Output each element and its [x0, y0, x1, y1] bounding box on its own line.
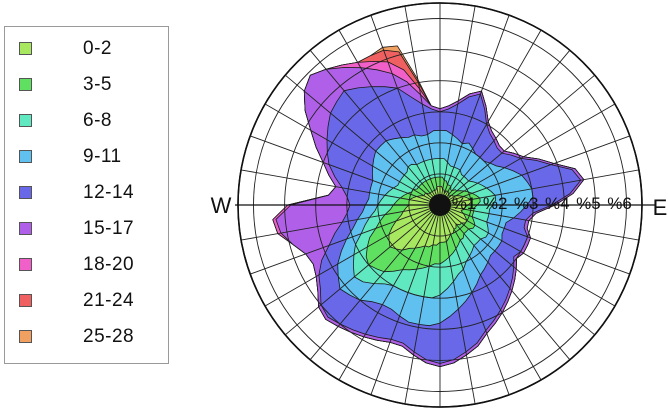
- grid-spoke: [241, 205, 433, 241]
- grid-spoke: [338, 29, 437, 199]
- ring-label: %3: [514, 194, 539, 213]
- grid-spoke: [264, 208, 434, 307]
- legend-label: 6-8: [83, 110, 112, 131]
- grid-spoke: [443, 29, 542, 199]
- legend-item: 18-20: [19, 253, 159, 277]
- compass-label-east: E: [653, 195, 668, 220]
- legend-label: 0-2: [83, 38, 112, 59]
- ring-label: %6: [607, 194, 632, 213]
- legend-label: 21-24: [83, 290, 135, 311]
- grid-spoke: [285, 209, 435, 336]
- legend-item: 6-8: [19, 109, 159, 133]
- legend-item: 15-17: [19, 217, 159, 241]
- grid-spoke: [447, 205, 639, 241]
- grid-spoke: [443, 211, 542, 381]
- legend-swatch: [19, 186, 32, 199]
- legend-label: 15-17: [83, 218, 135, 239]
- ring-labels: %1 %2 %3 %4 %5 %6: [452, 194, 632, 213]
- grid-spoke: [309, 210, 436, 360]
- legend-swatch: [19, 42, 32, 55]
- grid-spoke: [447, 207, 630, 275]
- ring-label: %4: [545, 194, 570, 213]
- grid-spoke: [440, 6, 476, 198]
- compass-label-west: W: [211, 193, 232, 218]
- grid-spoke: [440, 212, 476, 404]
- legend-item: 25-28: [19, 325, 159, 349]
- grid-spoke: [446, 208, 616, 307]
- legend-swatch: [19, 330, 32, 343]
- ring-label: %1: [452, 194, 477, 213]
- ring-label: %2: [483, 194, 508, 213]
- legend-swatch: [19, 294, 32, 307]
- grid-spoke: [309, 50, 436, 200]
- grid-spoke: [442, 15, 510, 198]
- grid-spoke: [404, 212, 440, 404]
- legend-label: 12-14: [83, 182, 135, 203]
- center-hub: [429, 194, 451, 216]
- legend-label: 9-11: [83, 146, 122, 167]
- grid-spoke: [447, 135, 630, 203]
- grid-spoke: [370, 15, 438, 198]
- ring-label: %5: [576, 194, 601, 213]
- legend-item: 9-11: [19, 145, 159, 169]
- legend-swatch: [19, 258, 32, 271]
- grid-spoke: [447, 169, 639, 205]
- polar-grid: [235, 2, 656, 408]
- grid-spoke: [444, 50, 571, 200]
- legend-item: 0-2: [19, 37, 159, 61]
- legend-swatch: [19, 150, 32, 163]
- grid-spoke: [250, 207, 433, 275]
- legend-item: 3-5: [19, 73, 159, 97]
- legend-label: 25-28: [83, 326, 135, 347]
- grid-spoke: [241, 169, 433, 205]
- grid-spoke: [444, 210, 571, 360]
- speed-class-areas: [272, 45, 585, 368]
- grid-spoke: [445, 74, 595, 201]
- legend-swatch: [19, 222, 32, 235]
- grid-spoke: [285, 74, 435, 201]
- legend-label: 3-5: [83, 74, 112, 95]
- grid-spoke: [338, 211, 437, 381]
- wind-rose-chart: %1 %2 %3 %4 %5 %6 W E: [211, 2, 668, 408]
- grid-spoke: [250, 135, 433, 203]
- legend: 0-2 3-5 6-8 9-11 12-14 15-17 18-20 21-24…: [4, 26, 169, 364]
- grid-spoke: [370, 212, 438, 395]
- grid-spoke: [264, 103, 434, 202]
- grid-spoke: [446, 103, 616, 202]
- grid-spoke: [445, 209, 595, 336]
- legend-item: 12-14: [19, 181, 159, 205]
- legend-swatch: [19, 114, 32, 127]
- grid-spoke: [404, 6, 440, 198]
- legend-label: 18-20: [83, 254, 135, 275]
- legend-item: 21-24: [19, 289, 159, 313]
- grid-spoke: [442, 212, 510, 395]
- legend-swatch: [19, 78, 32, 91]
